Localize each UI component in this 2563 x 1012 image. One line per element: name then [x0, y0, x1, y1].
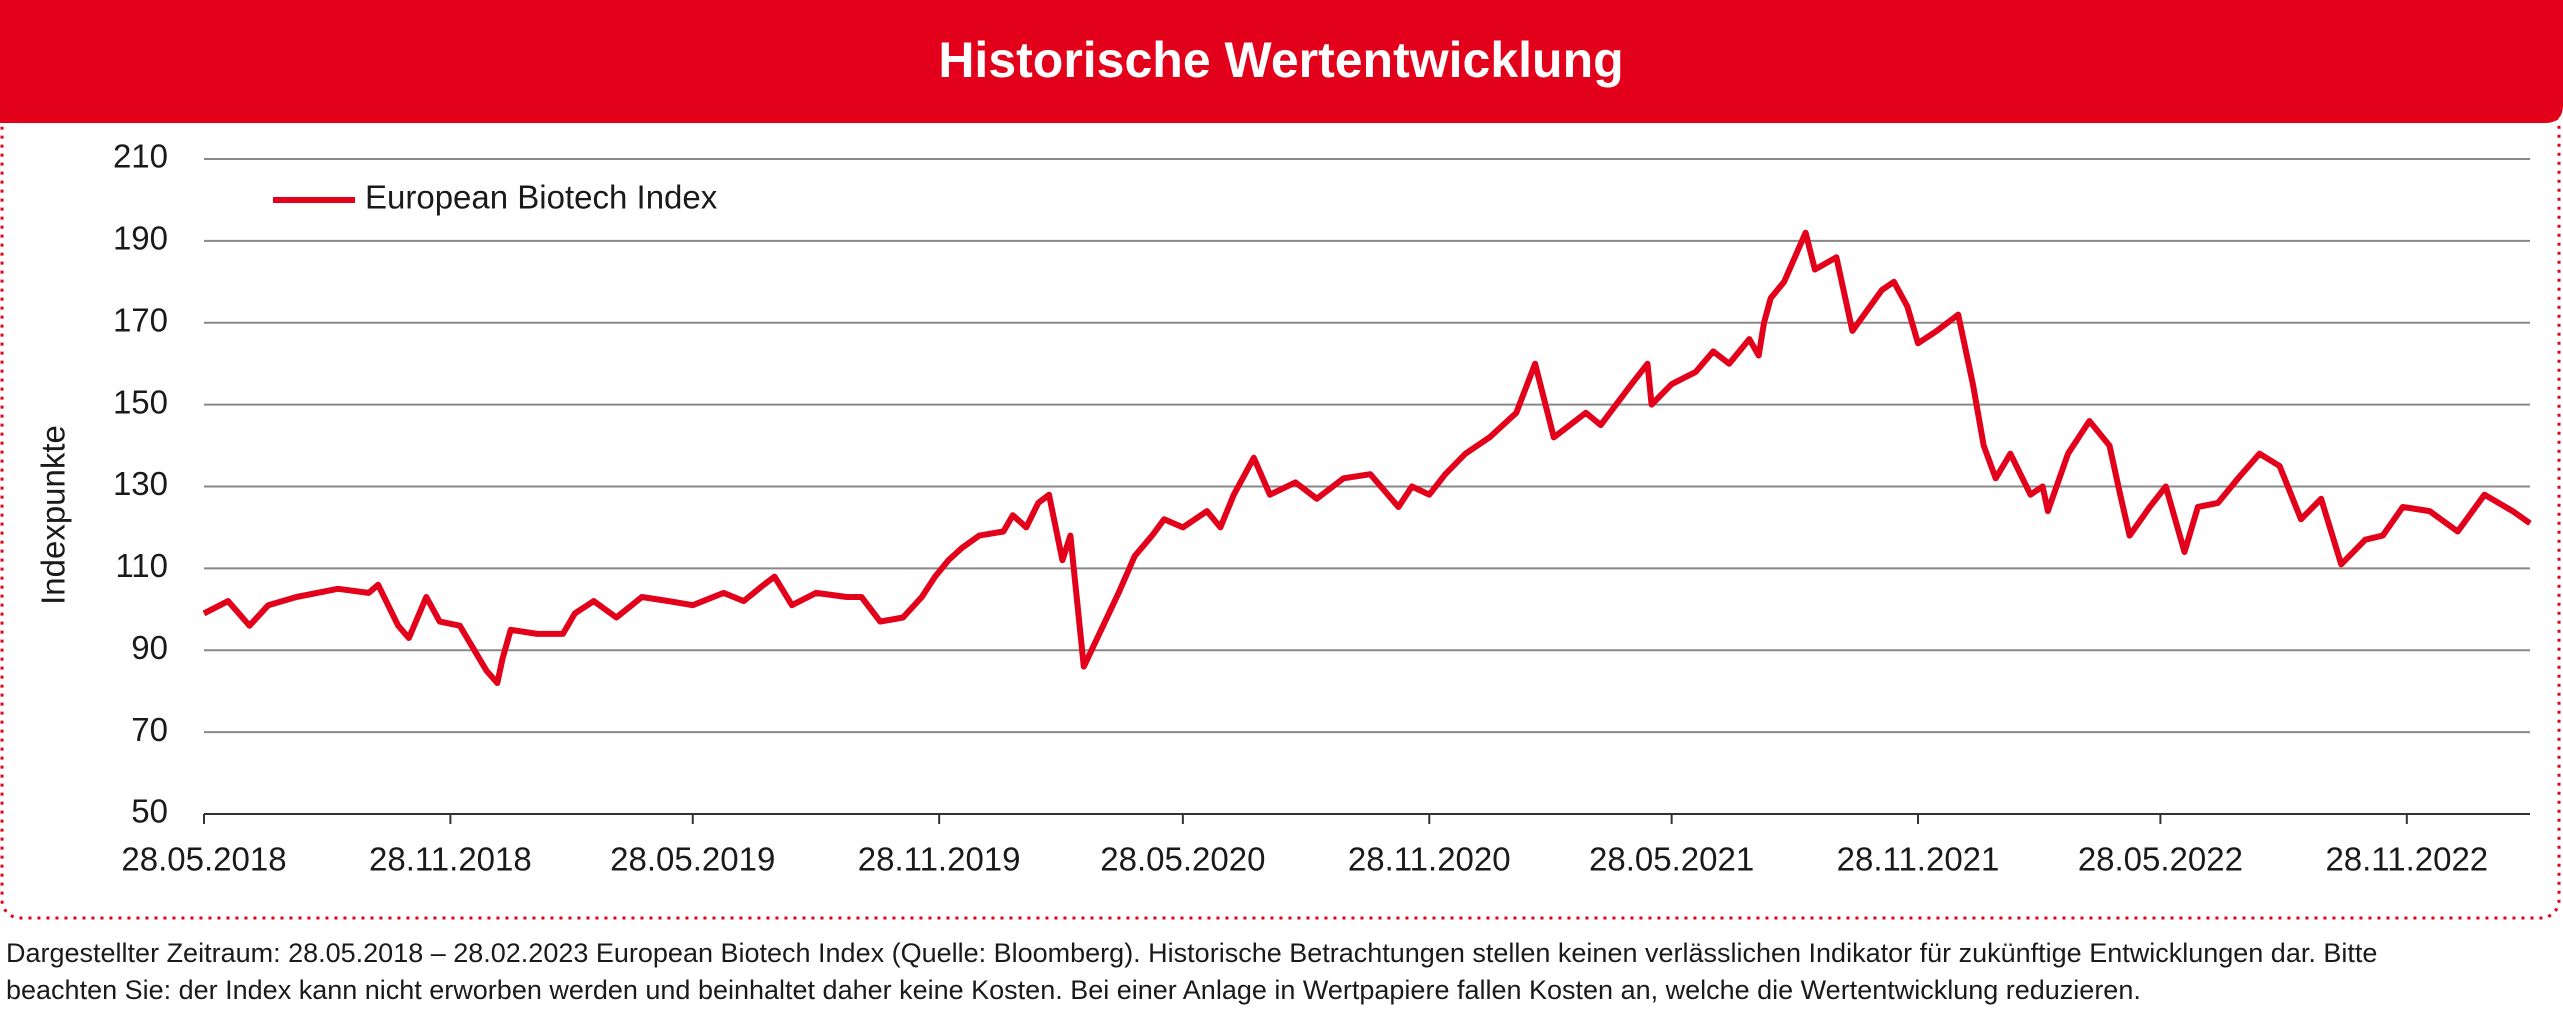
x-tick-label: 28.11.2018	[369, 841, 532, 878]
x-tick-label: 28.11.2022	[2325, 841, 2488, 878]
footnote: Dargestellter Zeitraum: 28.05.2018 – 28.…	[6, 938, 2377, 968]
y-tick-label: 170	[113, 301, 168, 338]
legend-label: European Biotech Index	[365, 179, 718, 216]
x-tick-label: 28.11.2020	[1348, 841, 1511, 878]
x-tick-label: 28.05.2022	[2078, 841, 2243, 878]
y-tick-label: 190	[113, 220, 168, 257]
x-tick-label: 28.11.2021	[1837, 841, 2000, 878]
y-tick-label: 90	[131, 629, 168, 666]
x-tick-label: 28.05.2020	[1100, 841, 1265, 878]
y-tick-label: 110	[115, 547, 168, 584]
chart-title: Historische Wertentwicklung	[938, 32, 1623, 88]
x-tick-label: 28.05.2019	[610, 841, 775, 878]
y-tick-label: 130	[113, 465, 168, 502]
footnote: beachten Sie: der Index kann nicht erwor…	[6, 975, 2141, 1005]
x-tick-label: 28.11.2019	[858, 841, 1021, 878]
header-band	[0, 0, 2563, 123]
x-tick-label: 28.05.2021	[1589, 841, 1754, 878]
data-line	[202, 229, 2532, 686]
y-tick-label: 150	[113, 383, 168, 420]
y-tick-label: 210	[113, 138, 168, 175]
y-axis-label: Indexpunkte	[35, 425, 72, 605]
x-tick-label: 28.05.2018	[121, 841, 286, 878]
y-tick-label: 70	[131, 711, 168, 748]
y-tick-label: 50	[131, 793, 168, 830]
